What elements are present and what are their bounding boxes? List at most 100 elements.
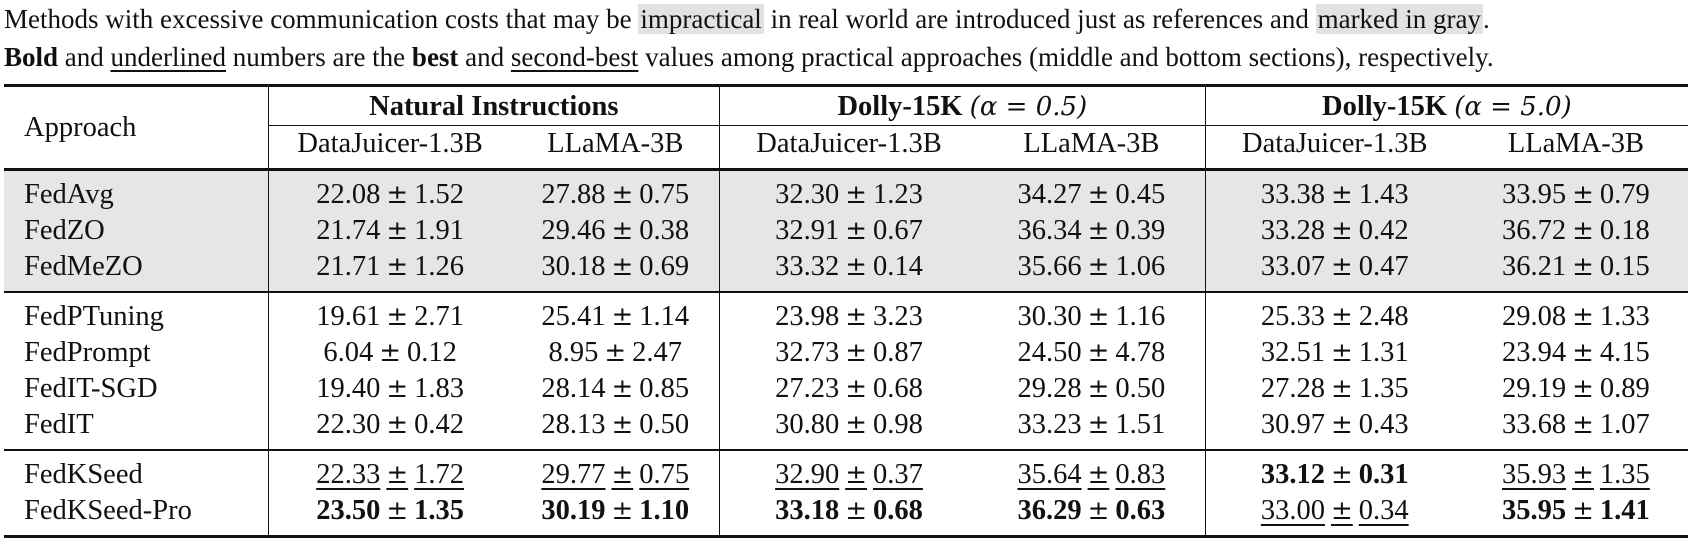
mean: 30.30 — [1017, 301, 1082, 332]
mean-std-value: 21.71 ±1.26 — [316, 251, 464, 282]
mean-std-value: 25.33 ±2.48 — [1261, 301, 1409, 332]
mean-std-value: 27.23 ±0.68 — [775, 373, 923, 404]
mean: 30.19 — [541, 495, 606, 526]
plus-minus-symbol: ± — [1087, 496, 1110, 526]
mean: 24.50 — [1017, 337, 1082, 368]
mean-std-value: 23.94 ±4.15 — [1502, 337, 1650, 368]
plus-minus-symbol: ± — [1330, 338, 1353, 368]
plus-minus-symbol: ± — [1572, 252, 1594, 282]
mean: 33.07 — [1260, 251, 1325, 282]
mean-std-value: 8.95 ±2.47 — [548, 337, 682, 368]
std: 1.33 — [1599, 301, 1650, 332]
mean-std-value: 33.18 ±0.68 — [775, 495, 923, 526]
std: 0.34 — [1358, 495, 1409, 526]
rule-cell — [1205, 168, 1464, 172]
header-model: LLaMA-3B — [1463, 125, 1688, 170]
value-cell: 32.73 ±0.87 — [718, 335, 979, 371]
mean-std-value: 33.00 ±0.34 — [1261, 495, 1409, 526]
mean-std-value: 22.30 ±0.42 — [316, 409, 464, 440]
value-cell: 33.07 ±0.47 — [1204, 249, 1464, 292]
mean-std-value: 29.08 ±1.33 — [1502, 301, 1650, 332]
value-cell: 34.27 ±0.45 — [978, 171, 1206, 213]
std: 0.42 — [1358, 215, 1409, 246]
plus-minus-symbol: ± — [1330, 252, 1353, 282]
plus-minus-symbol: ± — [1572, 496, 1594, 526]
plus-minus-symbol: ± — [845, 496, 868, 526]
std: 1.52 — [414, 179, 465, 210]
plus-minus-symbol: ± — [1572, 338, 1594, 368]
value-cell: 23.50 ±1.35 — [267, 493, 512, 538]
table-caption: Methods with excessive communication cos… — [4, 0, 1694, 76]
mean: 23.94 — [1502, 337, 1567, 368]
table-row: FedKSeed 22.33 ±1.72 29.77 ±0.75 32.90 ±0.37 35… — [4, 451, 1688, 493]
rule-cell — [719, 168, 979, 172]
table-row: FedAvg 22.08 ±1.52 27.88 ±0.75 32.30 ±1.23 34.2… — [4, 171, 1688, 213]
caption-text: and — [458, 42, 511, 72]
std: 1.72 — [414, 459, 465, 490]
rule-cell — [1463, 168, 1688, 172]
std: 4.78 — [1115, 337, 1166, 368]
mean: 35.93 — [1502, 459, 1567, 490]
mean-std-value: 33.32 ±0.14 — [775, 251, 923, 282]
mean-std-value: 27.88 ±0.75 — [541, 179, 689, 210]
mean: 25.41 — [541, 301, 606, 332]
mean: 29.28 — [1017, 373, 1082, 404]
value-cell: 25.33 ±2.48 — [1204, 293, 1464, 335]
caption-text: and — [58, 42, 111, 72]
std: 0.75 — [639, 459, 690, 490]
value-cell: 33.18 ±0.68 — [718, 493, 979, 538]
mean: 29.46 — [541, 215, 606, 246]
caption-underlined-word: second-best — [510, 42, 639, 72]
std: 0.38 — [639, 215, 690, 246]
value-cell: 28.13 ±0.50 — [512, 407, 720, 450]
plus-minus-symbol: ± — [386, 302, 409, 332]
std: 0.87 — [873, 337, 923, 368]
mean: 34.27 — [1017, 179, 1082, 210]
rule-cell — [268, 168, 512, 172]
results-table: Approach Natural Instructions Dolly-15K … — [4, 84, 1688, 538]
caption-underlined-word: underlined — [110, 42, 226, 72]
table-row: FedIT 22.30 ±0.42 28.13 ±0.50 30.80 ±0.98 33.23… — [4, 407, 1688, 450]
mean: 33.23 — [1017, 409, 1082, 440]
std: 0.50 — [1115, 373, 1166, 404]
header-model: DataJuicer-1.3B — [267, 125, 512, 170]
table-row: FedIT-SGD 19.40 ±1.83 28.14 ±0.85 27.23 ±0.68 2… — [4, 371, 1688, 407]
mean-std-value: 34.27 ±0.45 — [1017, 179, 1165, 210]
std: 1.16 — [1115, 301, 1166, 332]
mean: 29.77 — [541, 459, 606, 490]
std: 0.14 — [873, 251, 923, 282]
plus-minus-symbol: ± — [604, 338, 627, 368]
approach-name: FedMeZO — [4, 249, 269, 292]
mean: 32.90 — [775, 459, 840, 490]
std: 1.35 — [1599, 459, 1650, 490]
mean-std-value: 33.23 ±1.51 — [1017, 409, 1165, 440]
plus-minus-symbol: ± — [1087, 252, 1110, 282]
approach-name: FedPrompt — [24, 337, 151, 368]
plus-minus-symbol: ± — [1330, 410, 1353, 440]
plus-minus-symbol: ± — [1330, 496, 1353, 526]
value-cell: 33.00 ±0.34 — [1204, 493, 1464, 538]
std: 0.68 — [873, 495, 923, 526]
plus-minus-symbol: ± — [611, 252, 634, 282]
mean-std-value: 36.21 ±0.15 — [1502, 251, 1650, 282]
mean: 27.28 — [1260, 373, 1325, 404]
mean: 30.18 — [541, 251, 606, 282]
table-row: FedKSeed-Pro 23.50 ±1.35 30.19 ±1.10 33.18 ±0.… — [4, 493, 1688, 538]
approach-name: FedKSeed — [24, 459, 143, 490]
std: 0.68 — [873, 373, 923, 404]
mean: 22.08 — [316, 179, 381, 210]
header-model: LLaMA-3B — [511, 125, 720, 170]
value-cell: 23.94 ±4.15 — [1464, 335, 1688, 371]
plus-minus-symbol: ± — [1330, 374, 1353, 404]
std: 0.12 — [407, 337, 457, 368]
plus-minus-symbol: ± — [386, 374, 409, 404]
mean-std-value: 33.38 ±1.43 — [1261, 179, 1409, 210]
plus-minus-symbol: ± — [379, 338, 402, 368]
mean-std-value: 35.64 ±0.83 — [1017, 459, 1165, 490]
std: 0.43 — [1358, 409, 1409, 440]
mean: 33.38 — [1260, 179, 1325, 210]
std: 0.83 — [1115, 459, 1166, 490]
caption-text: Methods with excessive communication cos… — [4, 4, 639, 34]
value-cell: 35.66 ±1.06 — [978, 249, 1206, 292]
mean-std-value: 35.93 ±1.35 — [1502, 459, 1650, 490]
